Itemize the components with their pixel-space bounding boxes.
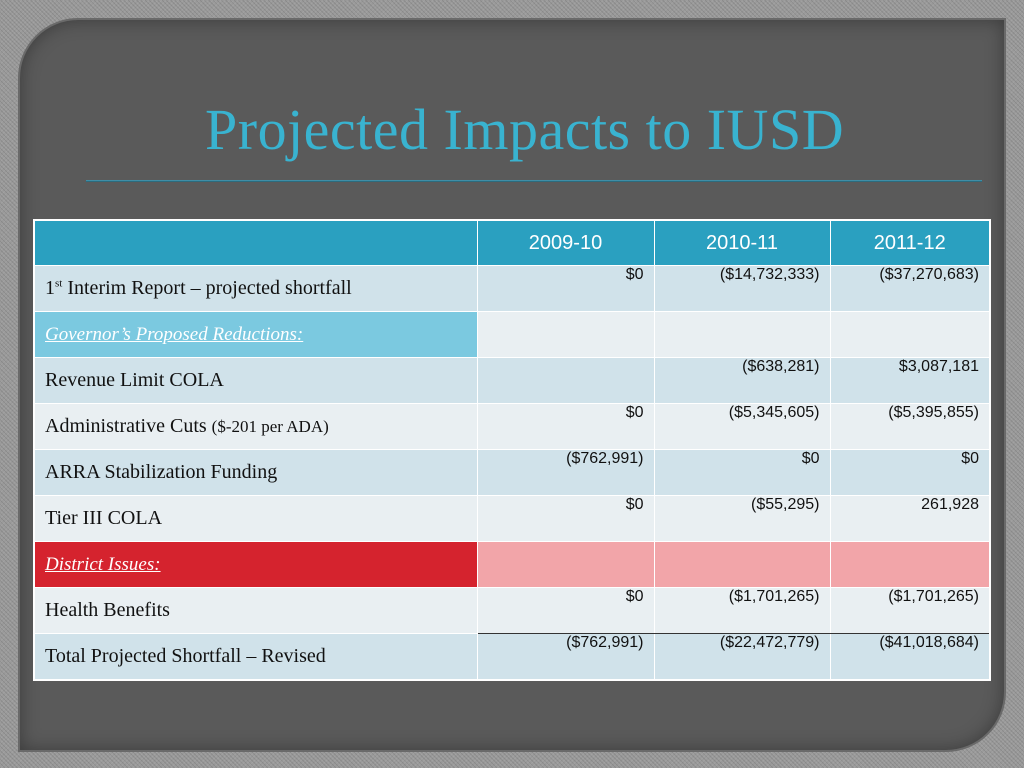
table-cell: $0 bbox=[476, 403, 655, 450]
row-label: Health Benefits bbox=[33, 587, 478, 634]
table-row: Administrative Cuts ($-201 per ADA) $0 (… bbox=[33, 403, 991, 450]
total-row: Total Projected Shortfall – Revised ($76… bbox=[33, 633, 991, 681]
row-label: Tier III COLA bbox=[33, 495, 478, 542]
column-header: 2011-12 bbox=[829, 219, 991, 266]
table-cell: ($5,395,855) bbox=[829, 403, 991, 450]
table-cell: ($37,270,683) bbox=[829, 265, 991, 312]
table-cell: ($638,281) bbox=[653, 357, 831, 404]
table-cell: 261,928 bbox=[829, 495, 991, 542]
table-cell: $0 bbox=[829, 449, 991, 496]
section-row-governor: Governor’s Proposed Reductions: bbox=[33, 311, 991, 358]
section-label-governor[interactable]: Governor’s Proposed Reductions: bbox=[33, 311, 478, 358]
slide-title: Projected Impacts to IUSD bbox=[205, 97, 845, 162]
table-cell bbox=[829, 311, 991, 358]
table-cell: $3,087,181 bbox=[829, 357, 991, 404]
table-cell: $0 bbox=[476, 265, 655, 312]
row-label: Administrative Cuts ($-201 per ADA) bbox=[33, 403, 478, 450]
table-row: Tier III COLA $0 ($55,295) 261,928 bbox=[33, 495, 991, 542]
table-cell: $0 bbox=[476, 495, 655, 542]
table-cell: ($1,701,265) bbox=[829, 587, 991, 634]
table-cell bbox=[476, 357, 655, 404]
section-label-district[interactable]: District Issues: bbox=[33, 541, 478, 588]
row-label: ARRA Stabilization Funding bbox=[33, 449, 478, 496]
table-cell: $0 bbox=[653, 449, 831, 496]
row-label: Total Projected Shortfall – Revised bbox=[33, 633, 478, 681]
row-label: Revenue Limit COLA bbox=[33, 357, 478, 404]
table-cell: ($762,991) bbox=[476, 449, 655, 496]
table-header-row: 2009-10 2010-11 2011-12 bbox=[33, 219, 991, 266]
table-cell: ($1,701,265) bbox=[653, 587, 831, 634]
table-cell: $0 bbox=[476, 587, 655, 634]
table-row: Health Benefits $0 ($1,701,265) ($1,701,… bbox=[33, 587, 991, 634]
title-underline bbox=[86, 180, 982, 181]
table-row: 1st Interim Report – projected shortfall… bbox=[33, 265, 991, 312]
table-cell bbox=[653, 311, 831, 358]
table-cell bbox=[653, 541, 831, 588]
table-cell: ($55,295) bbox=[653, 495, 831, 542]
table-cell: ($5,345,605) bbox=[653, 403, 831, 450]
column-header: 2009-10 bbox=[476, 219, 655, 266]
impacts-table: 2009-10 2010-11 2011-12 1st Interim Repo… bbox=[33, 219, 991, 681]
table-row: Revenue Limit COLA ($638,281) $3,087,181 bbox=[33, 357, 991, 404]
table-cell bbox=[476, 311, 655, 358]
table-row: ARRA Stabilization Funding ($762,991) $0… bbox=[33, 449, 991, 496]
section-row-district: District Issues: bbox=[33, 541, 991, 588]
row-label: 1st Interim Report – projected shortfall bbox=[33, 265, 478, 312]
table-cell: ($762,991) bbox=[476, 633, 655, 681]
table-cell: ($22,472,779) bbox=[653, 633, 831, 681]
table-cell: ($14,732,333) bbox=[653, 265, 831, 312]
table-cell bbox=[476, 541, 655, 588]
header-corner-cell bbox=[33, 219, 478, 266]
table-cell: ($41,018,684) bbox=[829, 633, 991, 681]
table-cell bbox=[829, 541, 991, 588]
column-header: 2010-11 bbox=[653, 219, 831, 266]
